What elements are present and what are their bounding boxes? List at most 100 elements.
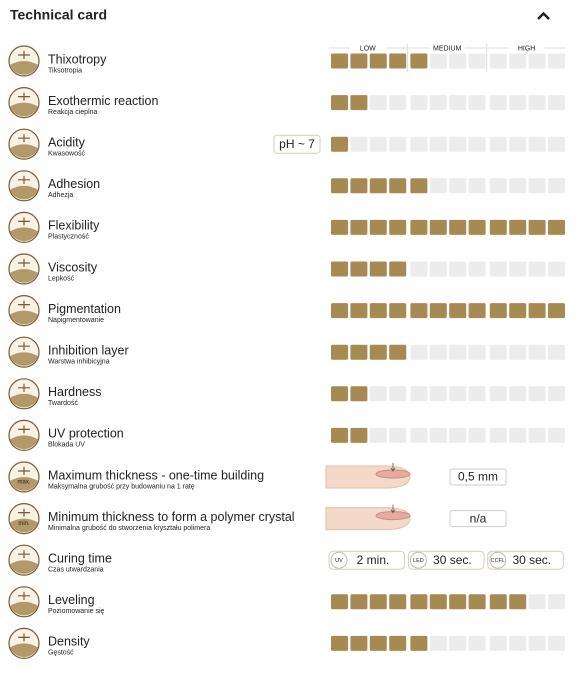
row-icon-detail <box>10 61 38 75</box>
level-square-filled <box>350 178 368 194</box>
level-square-empty <box>449 95 467 111</box>
level-square-empty <box>410 427 428 443</box>
level-square-filled <box>389 178 407 194</box>
level-square-filled <box>489 594 507 610</box>
level-square-empty <box>410 344 428 360</box>
level-square-filled <box>489 303 507 319</box>
row-icon-detail <box>18 467 30 475</box>
measure-value: 0,5 mm <box>458 470 498 484</box>
level-square-filled <box>468 303 486 319</box>
level-square-filled <box>350 261 368 277</box>
level-square-filled <box>410 53 428 69</box>
level-square-empty <box>468 344 486 360</box>
level-square-empty <box>509 427 527 443</box>
level-square-filled <box>369 219 387 235</box>
level-square-empty <box>429 95 447 111</box>
level-square-filled <box>331 136 348 152</box>
row-icon-detail <box>18 134 30 143</box>
row-title: Curing time <box>48 551 112 565</box>
level-square-empty <box>489 53 507 69</box>
level-square-filled <box>429 303 447 319</box>
row-title: Adhesion <box>48 177 100 191</box>
level-square-filled <box>369 178 387 194</box>
row-icon-detail <box>18 425 30 434</box>
level-square-empty <box>389 386 407 402</box>
level-square-empty <box>489 95 507 111</box>
level-square-filled <box>389 635 407 651</box>
scale-label-bg <box>508 43 545 53</box>
row-subtitle: Poziomowanie się <box>48 608 105 615</box>
row-subtitle: Adhezja <box>48 192 73 199</box>
level-square-filled <box>369 261 387 277</box>
curing-pill <box>407 550 485 570</box>
measure-value: n/a <box>470 511 487 525</box>
row-icon-detail <box>10 310 38 325</box>
icon-label: max. <box>17 480 30 486</box>
scale-label: LOW <box>360 45 376 52</box>
level-square-empty <box>429 136 447 152</box>
level-square-filled <box>410 178 428 194</box>
level-square-empty <box>548 635 565 651</box>
level-square-empty <box>449 136 467 152</box>
level-square-empty <box>528 178 546 194</box>
lamp-badge <box>489 551 507 569</box>
level-square-empty <box>548 178 565 194</box>
level-square-filled <box>350 427 368 443</box>
thickness-arrow <box>390 504 396 514</box>
row-icon-detail <box>10 477 38 491</box>
level-square-empty <box>468 178 486 194</box>
row-icon-detail <box>18 92 30 101</box>
level-square-empty <box>489 136 507 152</box>
curing-time: 30 sec. <box>512 553 551 567</box>
row-icon-detail <box>18 259 30 267</box>
level-square-empty <box>429 53 447 69</box>
level-square-empty <box>509 53 527 69</box>
row-title: Flexibility <box>48 219 100 233</box>
level-square-empty <box>509 136 527 152</box>
level-square-filled <box>449 594 467 610</box>
level-square-empty <box>410 261 428 277</box>
level-square-empty <box>509 261 527 277</box>
row-title: Leveling <box>48 593 95 607</box>
level-square-filled <box>350 95 368 111</box>
level-square-empty <box>468 95 486 111</box>
level-square-empty <box>489 386 507 402</box>
level-square-filled <box>350 344 368 360</box>
row-icon-detail <box>10 643 38 658</box>
row-icon-detail <box>18 175 30 184</box>
row-icon-detail <box>10 518 38 533</box>
row-icon-detail <box>10 601 38 616</box>
row-title: Exothermic reaction <box>48 94 159 108</box>
lamp-label: UV <box>335 558 343 564</box>
level-square-empty <box>489 261 507 277</box>
row-title: Viscosity <box>48 260 98 274</box>
row-icon-detail <box>10 269 38 283</box>
level-square-empty <box>389 427 407 443</box>
level-square-empty <box>548 594 565 610</box>
level-square-filled <box>331 303 348 319</box>
lamp-badge <box>409 551 427 569</box>
level-square-empty <box>509 635 527 651</box>
level-square-filled <box>350 53 368 69</box>
curing-time: 2 min. <box>357 553 390 567</box>
level-square-filled <box>548 303 565 319</box>
level-square-empty <box>449 344 467 360</box>
level-square-filled <box>350 303 368 319</box>
level-square-empty <box>410 136 428 152</box>
row-subtitle: Tiksotropia <box>48 67 82 74</box>
level-square-filled <box>410 594 428 610</box>
level-square-filled <box>389 261 407 277</box>
row-icon-detail <box>10 102 38 117</box>
curing-time: 30 sec. <box>433 553 472 567</box>
level-square-empty <box>449 386 467 402</box>
scale-label-bg <box>349 43 386 53</box>
level-square-empty <box>548 95 565 111</box>
level-square-filled <box>331 344 348 360</box>
row-icon-detail <box>18 508 30 517</box>
level-square-empty <box>429 178 447 194</box>
collapse-toggle[interactable] <box>537 11 550 20</box>
row-subtitle: Napigmentowanie <box>48 317 104 324</box>
level-square-empty <box>369 136 387 152</box>
level-square-filled <box>509 303 527 319</box>
